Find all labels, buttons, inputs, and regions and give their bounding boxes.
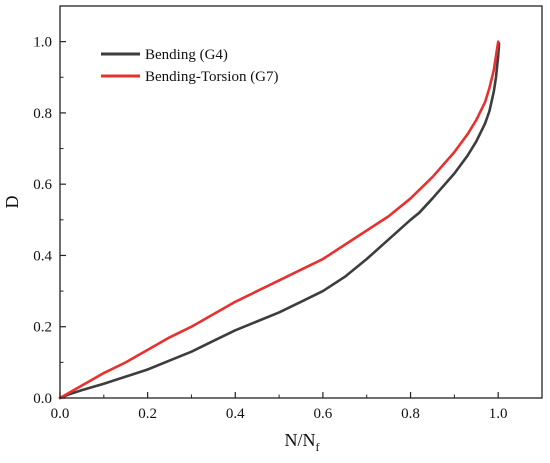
x-tick-label: 0.4 (226, 406, 245, 422)
y-tick-label: 0.8 (33, 106, 52, 122)
legend-label-bending-torsion: Bending-Torsion (G7) (145, 69, 279, 85)
plot-frame (59, 5, 543, 399)
series-layer (58, 40, 501, 400)
y-tick-label: 0.4 (33, 248, 52, 264)
y-tick-label: 0.6 (33, 177, 52, 193)
x-tick-label: 1.0 (489, 406, 508, 422)
series-line-1 (58, 40, 500, 400)
x-axis-title: N/Nf (285, 430, 320, 454)
x-axis-title-subscript: f (316, 440, 320, 454)
y-axis-title: D (2, 196, 22, 209)
y-tick-label: 1.0 (33, 35, 52, 51)
legend: Bending (G4) Bending-Torsion (G7) (101, 47, 279, 85)
x-tick-label: 0.2 (138, 406, 157, 422)
x-axis-title-main: N/N (285, 430, 316, 450)
ticks-layer: 0.0 0.2 0.4 0.6 0.8 1.0 0.0 0.2 0.4 0.6 0.8 1.0 (33, 5, 543, 422)
x-tick-label: 0.6 (314, 406, 333, 422)
x-tick-label: 0.0 (51, 406, 70, 422)
y-tick-label: 0.2 (33, 320, 52, 336)
y-tick-label: 0.0 (33, 391, 52, 407)
series-line-0 (58, 42, 501, 400)
x-tick-label: 0.8 (401, 406, 420, 422)
legend-label-bending: Bending (G4) (145, 47, 228, 63)
